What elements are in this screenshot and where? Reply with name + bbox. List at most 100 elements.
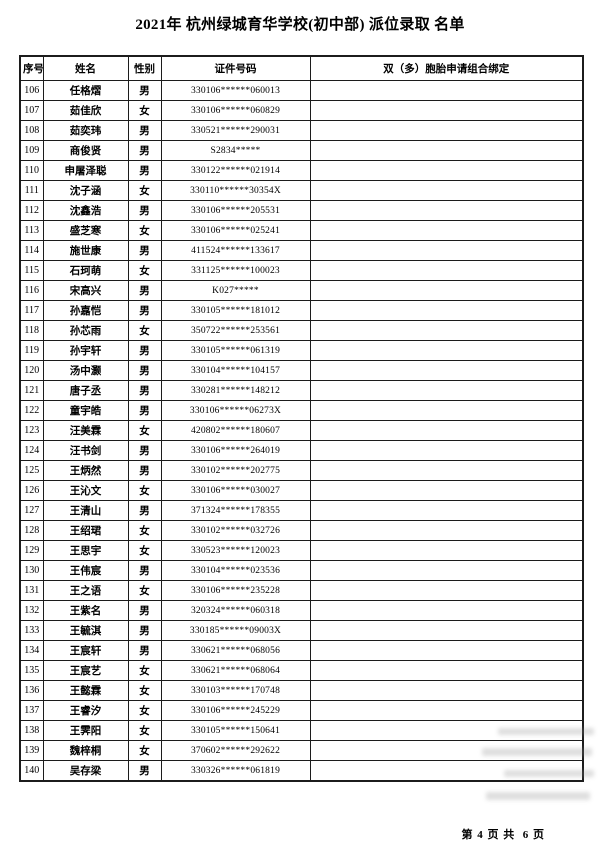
table-row: 124 汪书剑男 330106******264019 <box>19 440 584 461</box>
binding-cell <box>309 540 584 561</box>
name-cell: 施世康 <box>42 240 129 261</box>
name-cell: 王毓淇 <box>42 620 129 641</box>
gender-cell: 女 <box>127 540 162 561</box>
binding-cell <box>309 140 584 161</box>
binding-cell <box>309 420 584 441</box>
gender-cell: 女 <box>127 660 162 681</box>
row-number-cell: 129 <box>19 540 44 561</box>
name-cell: 沈子涵 <box>42 180 129 201</box>
name-cell: 魏梓桐 <box>42 740 129 761</box>
binding-cell <box>309 520 584 541</box>
gender-cell: 女 <box>127 320 162 341</box>
name-cell: 孙嘉恺 <box>42 300 129 321</box>
gender-cell: 女 <box>127 480 162 501</box>
table-row: 121 唐子丞男 330281******148212 <box>19 380 584 401</box>
name-cell: 王思宇 <box>42 540 129 561</box>
name-cell: 吴存梁 <box>42 760 129 782</box>
gender-cell: 男 <box>127 200 162 221</box>
id-cell: 330106******264019 <box>160 440 311 461</box>
table-row: 130 王伟宸男 330104******023536 <box>19 560 584 581</box>
binding-cell <box>309 560 584 581</box>
binding-cell <box>309 160 584 181</box>
name-cell: 王霁阳 <box>42 720 129 741</box>
binding-cell <box>309 180 584 201</box>
header-name: 姓名 <box>42 55 129 81</box>
page-number-indicator: 第 4 页 共 6 页 <box>461 829 545 841</box>
name-cell: 石珂萌 <box>42 260 129 281</box>
row-number-cell: 126 <box>19 480 44 501</box>
name-cell: 任格熠 <box>42 80 129 101</box>
id-cell: 330106******060013 <box>160 80 311 101</box>
gender-cell: 女 <box>127 260 162 281</box>
name-cell: 王炳然 <box>42 460 129 481</box>
table-row: 109 商俊贤男 S2834***** <box>19 140 584 161</box>
page-title: 2021年 杭州绿城育华学校(初中部) 派位录取 名单 <box>135 17 465 33</box>
binding-cell <box>309 640 584 661</box>
name-cell: 王清山 <box>42 500 129 521</box>
table-header-row: 序号 姓名 性别 证件号码 双（多）胞胎申请组合绑定 <box>19 55 584 81</box>
gender-cell: 男 <box>127 160 162 181</box>
table-row: 107 茹佳欣女 330106******060829 <box>19 100 584 121</box>
row-number-cell: 131 <box>19 580 44 601</box>
row-number-cell: 112 <box>19 200 44 221</box>
id-cell: S2834***** <box>160 140 311 161</box>
table-row: 138 王霁阳女 330105******150641 <box>19 720 584 741</box>
table-row: 132 王紫名男 320324******060318 <box>19 600 584 621</box>
name-cell: 唐子丞 <box>42 380 129 401</box>
table-row: 114 施世康男 411524******133617 <box>19 240 584 261</box>
binding-cell <box>309 600 584 621</box>
id-cell: 330102******032726 <box>160 520 311 541</box>
id-cell: 330104******023536 <box>160 560 311 581</box>
name-cell: 宋高兴 <box>42 280 129 301</box>
binding-cell <box>309 440 584 461</box>
binding-cell <box>309 260 584 281</box>
row-number-cell: 116 <box>19 280 44 301</box>
table-row: 112 沈鑫浩男 330106******205531 <box>19 200 584 221</box>
id-cell: 330106******030027 <box>160 480 311 501</box>
table-row: 126 王沁文女 330106******030027 <box>19 480 584 501</box>
row-number-cell: 136 <box>19 680 44 701</box>
table-row: 116 宋高兴男 K027***** <box>19 280 584 301</box>
table-row: 139 魏梓桐女 370602******292622 <box>19 740 584 761</box>
gender-cell: 男 <box>127 400 162 421</box>
gender-cell: 女 <box>127 180 162 201</box>
gender-cell: 男 <box>127 600 162 621</box>
binding-cell <box>309 620 584 641</box>
id-cell: 330110******30354X <box>160 180 311 201</box>
row-number-cell: 125 <box>19 460 44 481</box>
name-cell: 王紫名 <box>42 600 129 621</box>
table-row: 106 任格熠男 330106******060013 <box>19 80 584 101</box>
row-number-cell: 139 <box>19 740 44 761</box>
id-cell: 330106******245229 <box>160 700 311 721</box>
id-cell: 330106******235228 <box>160 580 311 601</box>
gender-cell: 男 <box>127 240 162 261</box>
gender-cell: 男 <box>127 640 162 661</box>
id-cell: 330621******068064 <box>160 660 311 681</box>
table-row: 134 王宸轩男 330621******068056 <box>19 640 584 661</box>
id-cell: 331125******100023 <box>160 260 311 281</box>
header-id-number: 证件号码 <box>160 55 311 81</box>
row-number-cell: 110 <box>19 160 44 181</box>
row-number-cell: 124 <box>19 440 44 461</box>
row-number-cell: 121 <box>19 380 44 401</box>
id-cell: 330104******104157 <box>160 360 311 381</box>
row-number-cell: 106 <box>19 80 44 101</box>
row-number-cell: 107 <box>19 100 44 121</box>
row-number-cell: 134 <box>19 640 44 661</box>
binding-cell <box>309 740 584 761</box>
id-cell: 330122******021914 <box>160 160 311 181</box>
id-cell: 330326******061819 <box>160 760 311 782</box>
id-cell: 330106******060829 <box>160 100 311 121</box>
gender-cell: 男 <box>127 300 162 321</box>
name-cell: 茹佳欣 <box>42 100 129 121</box>
gender-cell: 女 <box>127 740 162 761</box>
id-cell: 371324******178355 <box>160 500 311 521</box>
id-cell: 330105******181012 <box>160 300 311 321</box>
id-cell: 330106******205531 <box>160 200 311 221</box>
id-cell: 320324******060318 <box>160 600 311 621</box>
binding-cell <box>309 220 584 241</box>
name-cell: 盛芝寒 <box>42 220 129 241</box>
gender-cell: 女 <box>127 680 162 701</box>
table-row: 136 王懿霖女 330103******170748 <box>19 680 584 701</box>
